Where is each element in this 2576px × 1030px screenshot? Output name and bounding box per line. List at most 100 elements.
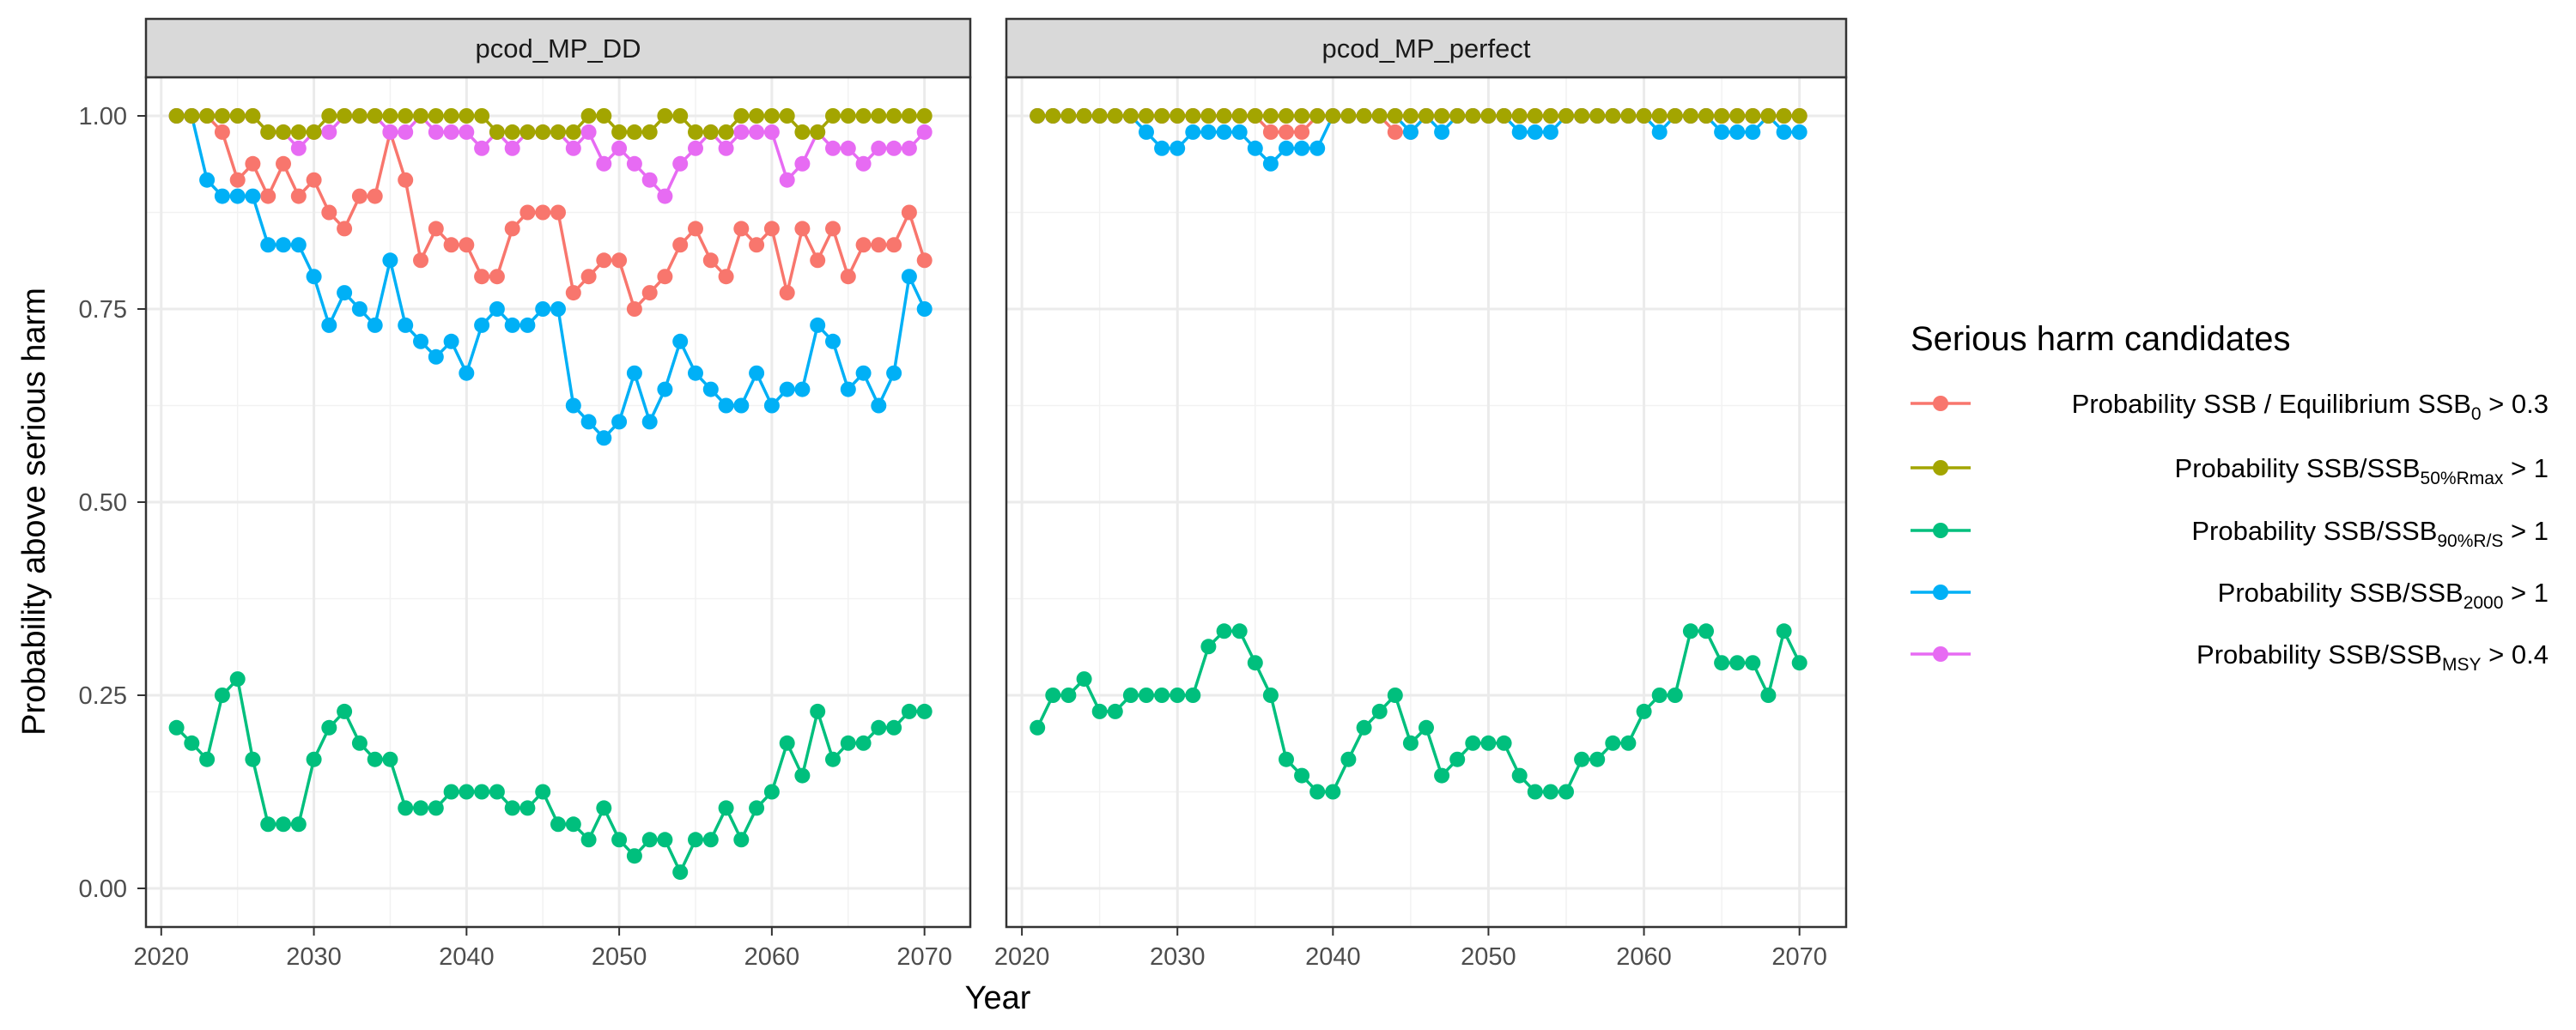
legend-label: Probability SSB/SSB2000 > 1	[2218, 578, 2549, 613]
data-point	[1714, 655, 1730, 671]
data-point	[1216, 108, 1232, 124]
series-4	[168, 108, 933, 140]
legend-label: Probability SSB/SSB50%Rmax > 1	[2175, 453, 2549, 488]
data-point	[321, 204, 337, 221]
facet-panel-1: pcod_MP_DD	[144, 17, 972, 929]
data-point	[733, 124, 750, 140]
data-point	[779, 285, 795, 301]
x-tick-label: 2020	[134, 943, 190, 971]
x-tick-label: 2040	[439, 943, 495, 971]
data-point	[474, 317, 490, 333]
data-point	[504, 124, 520, 140]
data-point	[382, 252, 398, 269]
data-point	[413, 252, 428, 269]
data-point	[1185, 688, 1201, 703]
data-point	[779, 381, 795, 397]
data-point	[855, 155, 872, 172]
facet-strip	[144, 17, 972, 79]
data-point	[1465, 108, 1481, 124]
data-point	[702, 832, 719, 848]
data-point	[825, 751, 841, 767]
data-point	[1620, 735, 1637, 751]
data-point	[199, 751, 216, 767]
data-point	[1279, 108, 1294, 124]
data-point	[1139, 688, 1154, 703]
data-point	[840, 735, 856, 751]
data-point	[1076, 108, 1092, 124]
data-point	[611, 414, 628, 430]
data-point	[474, 784, 490, 800]
x-tick-label: 2020	[994, 943, 1050, 971]
data-point	[1279, 124, 1294, 140]
data-point	[871, 397, 887, 414]
data-point	[474, 108, 490, 124]
data-point	[749, 365, 765, 381]
data-point	[1060, 688, 1077, 703]
data-point	[580, 269, 597, 285]
data-point	[199, 108, 216, 124]
data-point	[1651, 124, 1668, 140]
data-point	[550, 816, 566, 833]
data-point	[1294, 767, 1310, 784]
legend-label: Probability SSB / Equilibrium SSB0 > 0.3	[2072, 389, 2549, 424]
data-point	[810, 252, 826, 269]
data-point	[749, 124, 765, 140]
data-point	[1231, 108, 1248, 124]
data-point	[657, 188, 673, 204]
data-point	[459, 108, 475, 124]
data-point	[245, 108, 261, 124]
data-point	[459, 365, 475, 381]
data-point	[1279, 751, 1294, 767]
data-point	[550, 124, 566, 140]
data-point	[626, 365, 642, 381]
data-point	[382, 124, 398, 140]
data-point	[1247, 655, 1263, 671]
data-point	[1682, 623, 1698, 639]
data-point	[1776, 108, 1792, 124]
data-point	[367, 751, 383, 767]
data-point	[443, 237, 459, 253]
legend-label: Probability SSB/SSBMSY > 0.4	[2196, 639, 2549, 675]
data-point	[1325, 784, 1341, 800]
data-point	[1698, 623, 1714, 639]
data-point	[489, 301, 505, 317]
data-point	[596, 252, 612, 269]
data-point	[1387, 124, 1403, 140]
data-point	[459, 784, 475, 800]
data-point	[459, 124, 475, 140]
data-point	[535, 784, 551, 800]
data-point	[321, 124, 337, 140]
data-point	[1030, 719, 1046, 736]
data-point	[214, 688, 230, 703]
data-point	[489, 784, 505, 800]
data-point	[1791, 124, 1807, 140]
data-point	[1170, 140, 1186, 156]
data-point	[779, 172, 795, 188]
data-point	[916, 301, 933, 317]
data-point	[855, 365, 872, 381]
data-point	[1714, 124, 1730, 140]
data-point	[550, 204, 566, 221]
data-point	[688, 365, 703, 381]
data-point	[688, 832, 703, 848]
data-point	[702, 252, 719, 269]
data-point	[1356, 719, 1372, 736]
data-point	[1185, 108, 1201, 124]
data-point	[794, 221, 811, 237]
data-point	[1434, 767, 1450, 784]
data-point	[351, 188, 368, 204]
legend-key-point	[1933, 523, 1948, 538]
data-point	[718, 269, 734, 285]
data-point	[871, 719, 887, 736]
data-point	[260, 237, 276, 253]
data-point	[688, 140, 703, 156]
data-point	[1107, 108, 1123, 124]
data-point	[580, 124, 597, 140]
data-point	[1139, 124, 1154, 140]
data-point	[901, 140, 917, 156]
data-point	[840, 381, 856, 397]
data-point	[1449, 751, 1466, 767]
data-point	[306, 269, 322, 285]
data-point	[1231, 623, 1248, 639]
